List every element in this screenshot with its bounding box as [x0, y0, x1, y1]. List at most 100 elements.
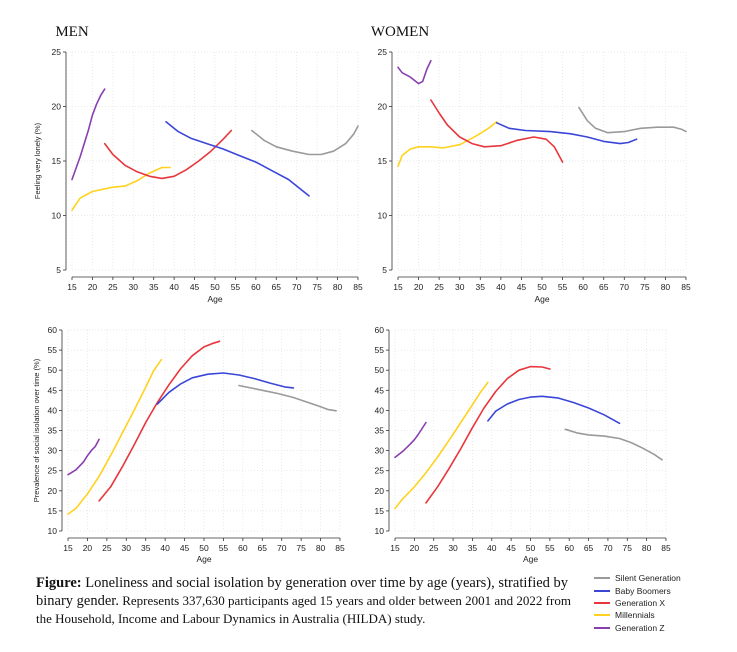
x-tick-label: 55 — [219, 543, 229, 553]
y-tick-label: 20 — [378, 102, 388, 112]
legend-swatch — [594, 601, 610, 604]
y-tick-label: 5 — [56, 265, 61, 275]
x-tick-label: 60 — [564, 543, 574, 553]
x-tick-label: 75 — [623, 543, 633, 553]
x-tick-label: 20 — [414, 282, 424, 292]
y-tick-label: 10 — [375, 526, 385, 536]
x-tick-label: 15 — [393, 282, 403, 292]
series-line-baby-boomers — [156, 372, 295, 405]
y-tick-label: 55 — [375, 345, 385, 355]
legend-swatch — [594, 614, 610, 617]
x-tick-label: 50 — [537, 282, 547, 292]
legend-swatch — [594, 589, 610, 592]
x-tick-label: 65 — [599, 282, 609, 292]
y-tick-label: 30 — [48, 446, 58, 456]
x-tick-label: 15 — [67, 282, 77, 292]
x-tick-label: 55 — [231, 282, 241, 292]
x-tick-label: 60 — [578, 282, 588, 292]
x-tick-label: 75 — [640, 282, 650, 292]
y-tick-label: 50 — [375, 365, 385, 375]
x-tick-label: 55 — [545, 543, 555, 553]
x-tick-label: 50 — [210, 282, 220, 292]
chart-panel-1: 5 10 15 20 25 15 20 25 30 35 40 45 50 55 60 65 70 75 80 85 A… — [33, 24, 363, 304]
legend-item: Generation X — [594, 597, 734, 609]
x-tick-label: 70 — [277, 543, 287, 553]
legend-label: Silent Generation — [615, 573, 681, 584]
y-tick-label: 25 — [48, 466, 58, 476]
series-line-generation-x — [98, 340, 221, 502]
y-tick-label: 45 — [375, 385, 385, 395]
y-tick-label: 35 — [375, 426, 385, 436]
y-tick-label: 60 — [48, 325, 58, 335]
series-line-generation-z — [67, 438, 100, 476]
x-tick-label: 40 — [496, 282, 506, 292]
y-tick-label: 15 — [48, 506, 58, 516]
series-line-millennials — [71, 166, 171, 211]
y-tick-label: 20 — [48, 486, 58, 496]
x-axis-title: Age — [207, 294, 222, 304]
series-line-generation-z — [397, 59, 432, 85]
series-line-generation-x — [103, 129, 233, 180]
x-tick-label: 45 — [180, 543, 190, 553]
y-tick-label: 50 — [48, 365, 58, 375]
x-axis-title: Age — [196, 554, 211, 564]
series-line-silent-generation — [251, 125, 359, 156]
caption-label: Figure: — [36, 575, 82, 591]
y-tick-label: 10 — [52, 211, 62, 221]
x-axis-title: Age — [523, 554, 538, 564]
x-tick-label: 25 — [108, 282, 118, 292]
x-tick-label: 70 — [620, 282, 630, 292]
x-tick-label: 65 — [584, 543, 594, 553]
x-tick-label: 50 — [526, 543, 536, 553]
y-tick-label: 5 — [382, 265, 387, 275]
x-tick-label: 40 — [160, 543, 170, 553]
x-tick-label: 35 — [468, 543, 478, 553]
x-tick-label: 35 — [141, 543, 151, 553]
y-tick-label: 55 — [48, 345, 58, 355]
series-line-baby-boomers — [495, 122, 638, 145]
panel-title: MEN — [55, 24, 89, 40]
x-tick-label: 65 — [258, 543, 268, 553]
legend-label: Baby Boomers — [615, 585, 671, 596]
x-tick-label: 35 — [476, 282, 486, 292]
x-tick-label: 40 — [487, 543, 497, 553]
series-line-millennials — [67, 358, 163, 515]
x-tick-label: 30 — [455, 282, 465, 292]
y-tick-label: 15 — [378, 156, 388, 166]
x-tick-label: 30 — [122, 543, 132, 553]
x-tick-label: 65 — [272, 282, 282, 292]
series-line-silent-generation — [564, 428, 663, 461]
x-tick-label: 50 — [199, 543, 209, 553]
x-tick-label: 85 — [335, 543, 345, 553]
x-tick-label: 60 — [238, 543, 248, 553]
x-tick-label: 45 — [506, 543, 516, 553]
y-tick-label: 10 — [378, 211, 388, 221]
legend-swatch — [594, 626, 610, 629]
figure-caption: Figure: Loneliness and social isolation … — [36, 574, 581, 627]
x-axis-title: Age — [534, 294, 549, 304]
y-tick-label: 25 — [378, 47, 388, 57]
y-axis-title: Prevalence of social isolation over time… — [32, 358, 41, 502]
caption-lead: Loneliness and social isolation by gener… — [36, 575, 569, 609]
y-tick-label: 45 — [48, 385, 58, 395]
y-tick-label: 10 — [48, 526, 58, 536]
legend-item: Silent Generation — [594, 572, 734, 584]
y-tick-label: 20 — [375, 486, 385, 496]
x-tick-label: 55 — [558, 282, 568, 292]
y-axis-title: Feeling very lonely (%) — [33, 122, 42, 199]
legend-label: Generation Z — [615, 622, 665, 633]
x-tick-label: 70 — [292, 282, 302, 292]
series-line-millennials — [394, 381, 489, 510]
legend-label: Generation X — [615, 597, 666, 608]
y-tick-label: 25 — [375, 466, 385, 476]
legend-item: Baby Boomers — [594, 584, 734, 596]
legend-swatch — [594, 577, 610, 580]
y-tick-label: 60 — [375, 325, 385, 335]
y-tick-label: 15 — [375, 506, 385, 516]
y-tick-label: 30 — [375, 446, 385, 456]
x-tick-label: 75 — [312, 282, 322, 292]
series-line-generation-x — [425, 365, 551, 504]
series-line-generation-x — [430, 99, 564, 163]
x-tick-label: 85 — [353, 282, 363, 292]
series-line-millennials — [397, 121, 498, 168]
